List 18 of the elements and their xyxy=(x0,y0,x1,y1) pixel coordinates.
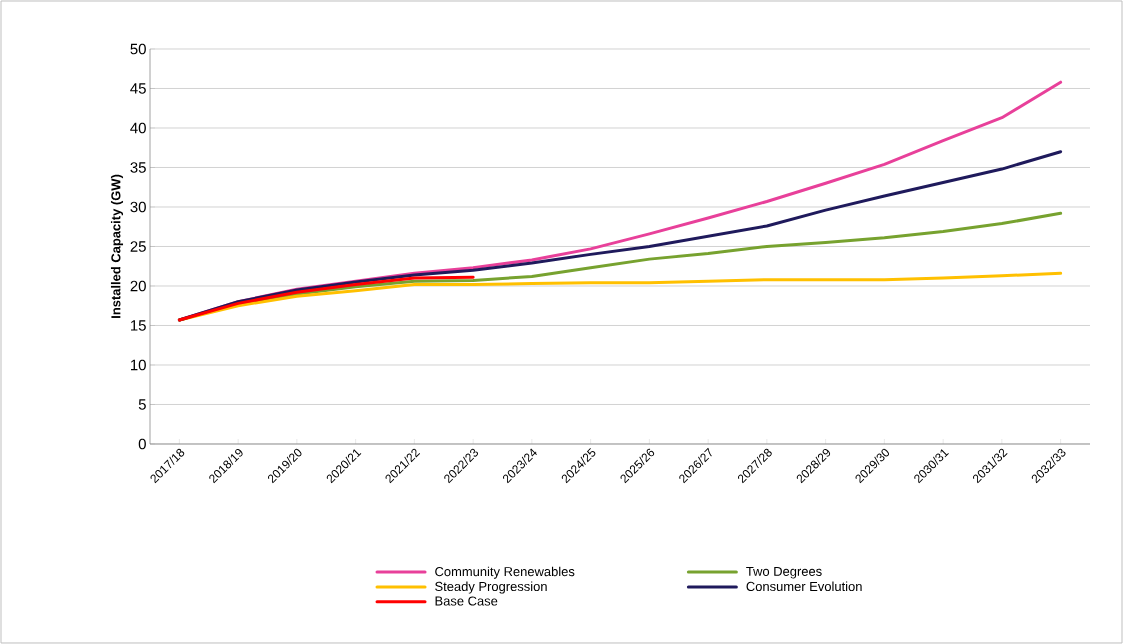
y-tick-label: 50 xyxy=(130,43,146,55)
y-tick-label: 30 xyxy=(130,201,146,213)
y-tick-label: 40 xyxy=(130,122,146,134)
legend-label: Consumer Evolution xyxy=(746,581,862,592)
legend-label: Community Renewables xyxy=(435,566,575,579)
y-tick-label: 0 xyxy=(138,438,146,450)
y-axis-title: Installed Capacity (GW) xyxy=(110,174,124,318)
y-tick-label: 35 xyxy=(130,162,146,173)
legend-label: Steady Progression xyxy=(435,581,547,594)
line-series xyxy=(177,275,475,322)
y-tick-label: 20 xyxy=(130,280,146,292)
y-tick-label: 10 xyxy=(131,359,146,371)
y-tick-label: 25 xyxy=(130,241,146,252)
y-tick-label: 15 xyxy=(131,320,146,331)
y-tick-label: 45 xyxy=(130,83,146,94)
legend-label: Two Degrees xyxy=(746,566,822,579)
y-tick-label: 5 xyxy=(138,399,146,410)
legend-label: Base Case xyxy=(435,596,498,606)
